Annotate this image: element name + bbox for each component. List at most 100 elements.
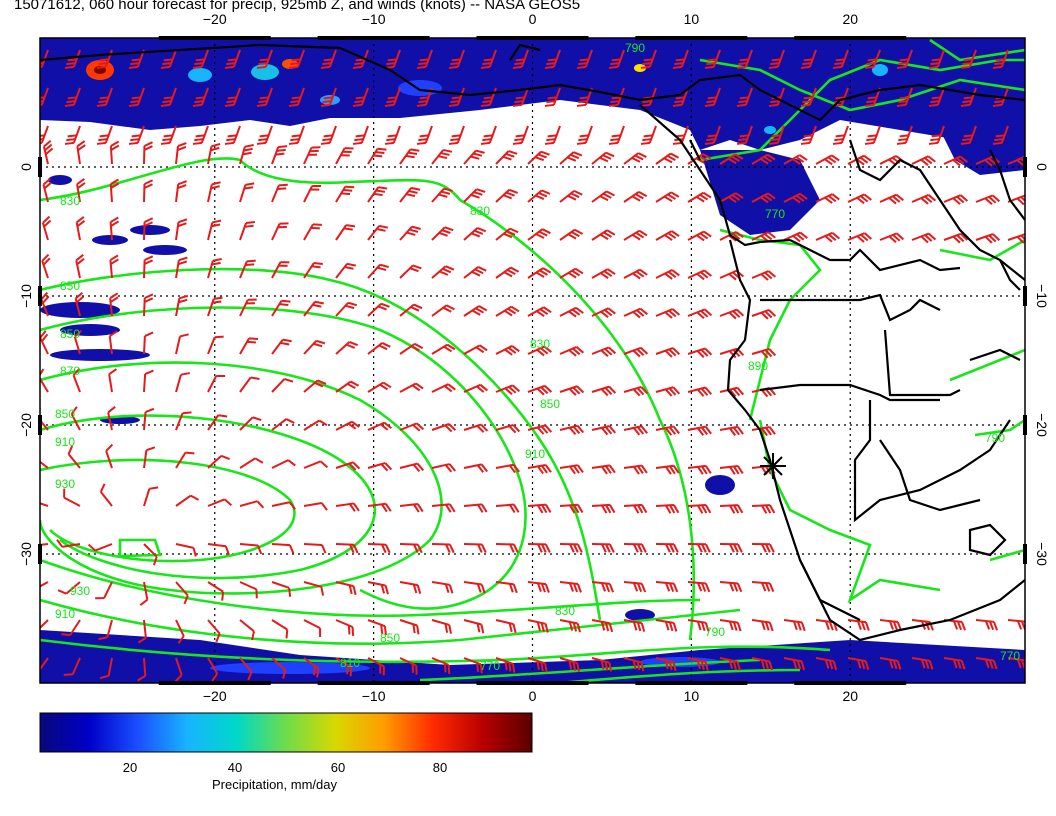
wind-barb xyxy=(335,301,358,317)
wind-barb xyxy=(239,182,255,203)
contour-label: 790 xyxy=(625,41,645,55)
contour-label: 910 xyxy=(55,607,75,621)
wind-barb xyxy=(431,657,451,674)
wind-barb xyxy=(271,619,289,639)
wind-barb xyxy=(495,619,517,634)
wind-barb xyxy=(431,148,453,165)
wind-barb xyxy=(74,291,85,317)
wind-barb xyxy=(463,227,487,241)
wind-barb xyxy=(463,657,483,674)
wind-barb xyxy=(137,657,147,682)
wind-barb xyxy=(719,269,744,281)
wind-barb xyxy=(367,186,388,203)
wind-barb xyxy=(160,87,177,107)
wind-barb xyxy=(687,230,712,242)
wind-barb xyxy=(591,424,617,436)
wind-barb xyxy=(239,298,257,317)
wind-barb xyxy=(623,425,648,436)
wind-barb xyxy=(42,139,54,165)
wind-barb xyxy=(591,503,616,514)
wind-barb xyxy=(335,185,355,203)
wind-barb xyxy=(559,385,585,396)
wind-barb xyxy=(61,619,81,637)
wind-barb xyxy=(463,305,488,317)
wind-barb xyxy=(928,87,945,107)
wind-barb xyxy=(527,267,552,279)
wind-barb xyxy=(367,619,387,636)
longitude-tick-label: −20 xyxy=(203,11,227,27)
wind-barb xyxy=(975,233,1001,244)
wind-barb xyxy=(928,125,945,145)
wind-barb xyxy=(352,87,369,107)
wind-barb xyxy=(271,543,295,554)
wind-barb xyxy=(480,49,497,69)
wind-barb xyxy=(879,657,902,670)
wind-barb xyxy=(416,49,433,69)
axis-labels: −20 −20 −10 −10 0 0 10 10 20 20 0 0 −10 −10 −20 −20 −30 −… xyxy=(18,11,1050,704)
wind-barb xyxy=(108,330,118,355)
wind-barb xyxy=(87,543,113,552)
wind-barb xyxy=(99,657,113,680)
wind-barb xyxy=(399,264,422,279)
wind-barb xyxy=(303,146,321,165)
wind-barb xyxy=(143,543,158,566)
wind-barb xyxy=(207,181,221,203)
wind-barb xyxy=(687,619,710,632)
wind-barb xyxy=(75,216,86,241)
wind-barb xyxy=(224,49,241,69)
wind-barb xyxy=(335,502,360,512)
wind-barb xyxy=(527,657,548,673)
wind-barb xyxy=(591,268,616,279)
wind-barb xyxy=(495,581,518,594)
wind-barb xyxy=(239,416,262,431)
wind-barb xyxy=(207,543,230,555)
wind-barb xyxy=(847,193,872,205)
wind-barb xyxy=(512,125,529,145)
wind-barb xyxy=(960,49,977,69)
wind-barb xyxy=(175,256,188,279)
latitude-tick-label: 0 xyxy=(1034,163,1050,171)
wind-barb xyxy=(192,87,209,107)
latitude-tick-label: −30 xyxy=(18,542,34,566)
wind-barb xyxy=(623,657,645,672)
wind-barb xyxy=(495,227,519,241)
wind-barb xyxy=(239,657,253,681)
wind-barb xyxy=(655,581,679,593)
wind-barb xyxy=(76,178,86,203)
wind-barb xyxy=(719,192,744,203)
wind-barb xyxy=(41,215,52,241)
wind-barb xyxy=(751,309,777,320)
wind-barb xyxy=(303,261,323,279)
wind-barb xyxy=(76,140,86,165)
wind-barb xyxy=(40,657,49,674)
wind-barb xyxy=(63,657,81,676)
wind-barb xyxy=(896,49,913,69)
wind-barb xyxy=(143,446,156,469)
wind-barb xyxy=(463,463,488,473)
colorbar-tick: 40 xyxy=(227,760,243,775)
wind-barb xyxy=(847,232,873,243)
wind-barb xyxy=(175,581,189,605)
wind-barb xyxy=(399,186,421,203)
wind-barb xyxy=(431,226,454,241)
wind-barb xyxy=(832,49,849,69)
wind-barb xyxy=(207,498,233,507)
wind-barb xyxy=(367,147,387,165)
contour-label: 770 xyxy=(1000,649,1020,663)
wind-barb xyxy=(672,49,689,69)
wind-barb xyxy=(107,406,116,431)
wind-barb xyxy=(783,657,806,671)
wind-barb xyxy=(655,347,681,358)
wind-barb xyxy=(143,217,154,241)
wind-barb xyxy=(527,306,552,317)
wind-barb xyxy=(783,231,808,243)
contour-label: 830 xyxy=(530,337,550,351)
wind-barb xyxy=(40,407,49,431)
wind-barb xyxy=(495,150,518,165)
wind-barb xyxy=(367,342,391,355)
contour-label: 850 xyxy=(60,327,80,341)
wind-barb xyxy=(303,339,326,355)
wind-barb xyxy=(143,141,153,165)
wind-barb xyxy=(399,462,425,472)
wind-barb xyxy=(495,266,520,279)
